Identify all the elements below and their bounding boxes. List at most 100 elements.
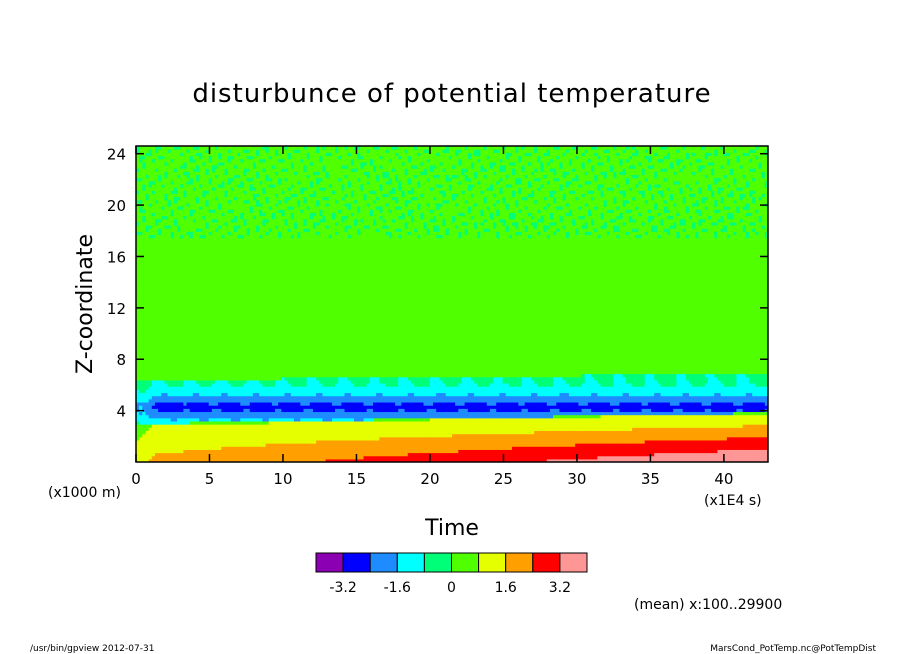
field-cell	[218, 196, 222, 201]
field-cell	[275, 332, 279, 337]
field-cell	[237, 424, 241, 428]
field-cell	[186, 262, 191, 267]
field-cell	[252, 345, 257, 349]
field-cell	[237, 221, 241, 226]
field-cell	[240, 193, 245, 198]
field-cell	[287, 341, 292, 346]
field-cell	[262, 443, 267, 447]
field-cell	[148, 332, 153, 337]
field-cell	[154, 373, 159, 378]
field-cell	[192, 231, 197, 236]
field-cell	[278, 247, 282, 251]
field-cell	[136, 424, 140, 428]
field-cell	[265, 180, 270, 185]
field-cell	[230, 259, 235, 264]
field-cell	[196, 215, 200, 220]
field-cell	[243, 392, 248, 397]
field-cell	[158, 272, 162, 277]
field-cell	[154, 180, 159, 185]
field-cell	[183, 209, 188, 213]
field-cell	[189, 259, 194, 264]
field-cell	[142, 281, 147, 286]
field-cell	[215, 231, 219, 236]
field-cell	[208, 225, 213, 229]
field-cell	[284, 360, 289, 365]
field-cell	[221, 228, 226, 232]
field-cell	[183, 180, 188, 185]
field-cell	[268, 332, 273, 337]
field-cell	[237, 458, 241, 462]
field-cell	[240, 430, 245, 435]
field-cell	[278, 196, 282, 201]
field-cell	[177, 259, 181, 264]
field-cell	[136, 285, 140, 289]
field-cell	[287, 237, 292, 242]
field-cell	[167, 360, 172, 365]
field-cell	[189, 199, 194, 204]
field-cell	[183, 228, 188, 232]
field-cell	[268, 202, 273, 207]
field-cell	[167, 319, 172, 324]
field-cell	[281, 398, 286, 403]
field-cell	[268, 304, 273, 308]
field-cell	[262, 364, 267, 368]
field-cell	[189, 443, 194, 447]
field-cell	[183, 341, 188, 346]
field-cell	[240, 240, 245, 245]
field-cell	[148, 395, 153, 400]
field-cell	[139, 250, 143, 255]
field-cell	[249, 357, 254, 362]
field-cell	[240, 383, 245, 387]
field-cell	[275, 146, 279, 150]
field-cell	[224, 155, 229, 160]
field-cell	[230, 348, 235, 352]
field-cell	[151, 262, 156, 267]
field-cell	[268, 458, 273, 462]
field-cell	[136, 177, 140, 182]
field-cell	[164, 401, 169, 406]
field-cell	[142, 446, 147, 450]
field-cell	[145, 262, 150, 267]
field-cell	[249, 174, 254, 179]
field-cell	[208, 288, 213, 292]
field-cell	[243, 161, 248, 166]
field-cell	[227, 187, 232, 191]
field-cell	[148, 379, 153, 384]
field-cell	[262, 294, 267, 299]
field-cell	[230, 155, 235, 160]
field-cell	[233, 285, 238, 289]
field-cell	[192, 155, 197, 160]
field-cell	[151, 386, 156, 390]
field-cell	[268, 424, 273, 428]
field-cell	[268, 316, 273, 321]
field-cell	[275, 436, 279, 441]
field-cell	[139, 458, 143, 462]
field-cell	[224, 364, 229, 368]
field-cell	[237, 338, 241, 343]
field-cell	[211, 259, 216, 264]
field-cell	[208, 196, 213, 201]
field-cell	[196, 455, 200, 460]
field-cell	[196, 155, 200, 160]
field-cell	[142, 152, 147, 157]
field-cell	[218, 237, 222, 242]
field-cell	[271, 357, 276, 362]
field-cell	[256, 316, 260, 321]
field-cell	[265, 307, 270, 311]
field-cell	[186, 177, 191, 182]
field-cell	[164, 269, 169, 273]
field-cell	[167, 332, 172, 337]
field-cell	[170, 370, 175, 375]
field-cell	[205, 376, 210, 381]
field-cell	[167, 266, 172, 270]
field-cell	[230, 161, 235, 166]
field-cell	[233, 243, 238, 248]
field-cell	[221, 446, 226, 450]
field-cell	[224, 304, 229, 308]
field-cell	[233, 269, 238, 273]
field-cell	[227, 193, 232, 198]
field-cell	[192, 300, 197, 305]
field-cell	[148, 168, 153, 172]
field-cell	[256, 367, 260, 371]
field-cell	[215, 225, 219, 229]
